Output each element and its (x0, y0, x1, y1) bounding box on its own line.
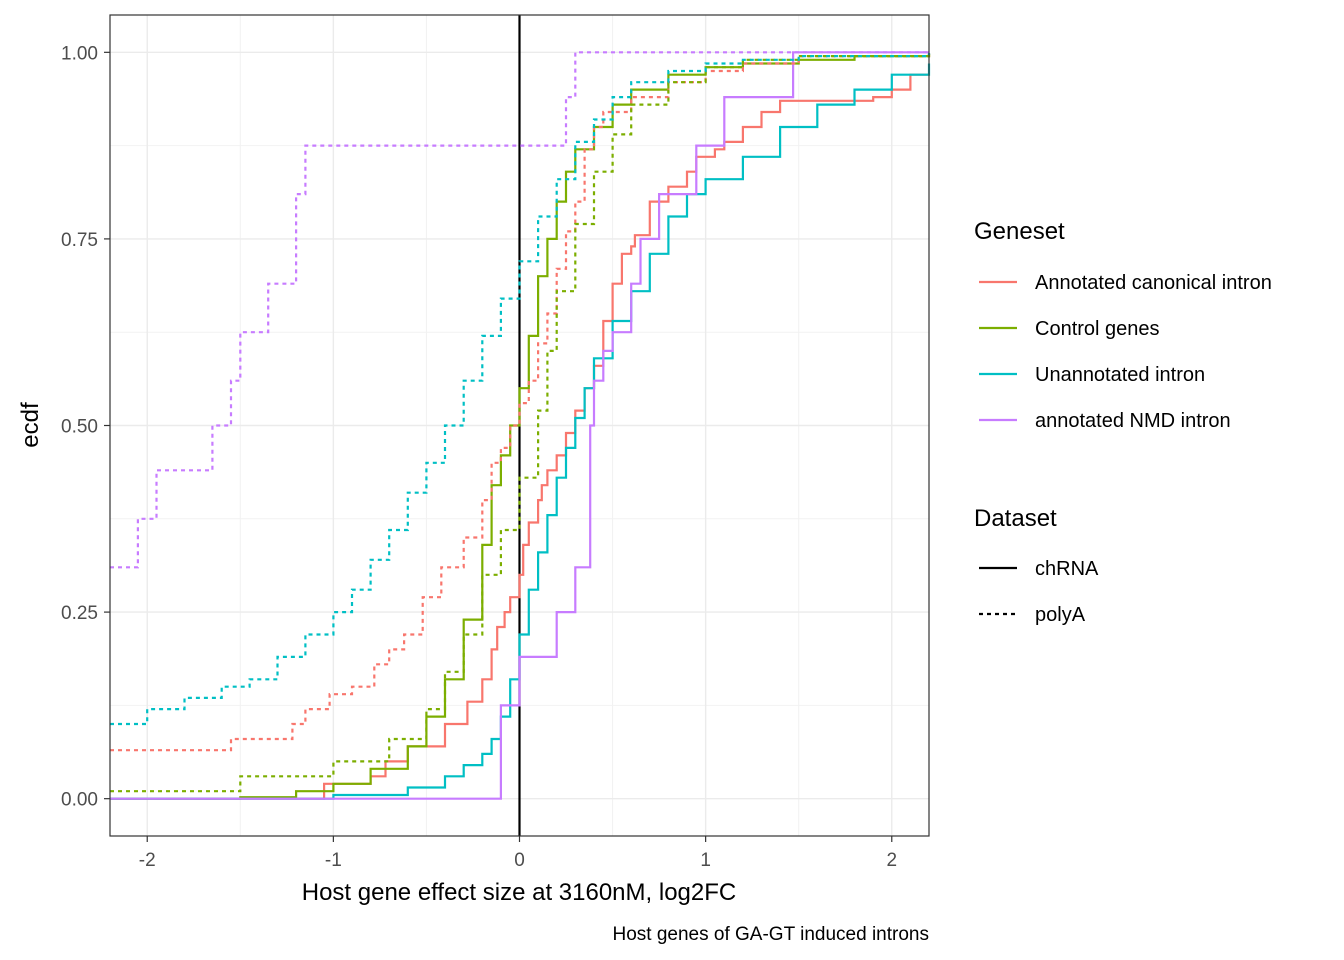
legend-dataset-items: chRNA polyA (979, 558, 1099, 626)
legend-label-geneset: Unannotated intron (1035, 364, 1205, 386)
legend-label-geneset: Control genes (1035, 318, 1160, 340)
y-tick-label: 0.75 (61, 230, 98, 251)
x-tick-label: 0 (514, 850, 525, 871)
legend-label-dataset: chRNA (1035, 558, 1099, 580)
series-line-unannotated-intron-chrna (110, 63, 931, 800)
legend-geneset-items: Annotated canonical intron Control genes U… (979, 272, 1272, 432)
y-tick-label: 0.50 (61, 417, 98, 438)
y-axis-ticks: 0.00 0.25 0.50 0.75 1.00 (61, 43, 110, 811)
series-line-control-genes-polya (110, 53, 931, 793)
y-tick-label: 1.00 (61, 43, 98, 64)
series-lines (110, 51, 931, 800)
x-tick-label: 1 (700, 850, 711, 871)
x-axis-ticks: -2 -1 0 1 2 (139, 836, 897, 871)
legend-label-geneset: annotated NMD intron (1035, 410, 1231, 432)
x-axis-title: Host gene effect size at 3160nM, log2FC (302, 879, 736, 906)
legend-title-dataset: Dataset (974, 505, 1057, 532)
series-line-annotated-canonical-intron-polya (110, 52, 931, 752)
chart-caption: Host genes of GA-GT induced introns (613, 924, 929, 945)
series-line-control-genes-chrna (110, 53, 931, 800)
x-tick-label: -2 (139, 850, 156, 871)
y-tick-label: 0.00 (61, 790, 98, 811)
y-tick-label: 0.25 (61, 603, 98, 624)
legend-title-geneset: Geneset (974, 218, 1065, 245)
legend-label-geneset: Annotated canonical intron (1035, 272, 1272, 294)
y-axis-title: ecdf (17, 402, 44, 448)
x-tick-label: 2 (886, 850, 897, 871)
x-tick-label: -1 (325, 850, 342, 871)
series-line-unannotated-intron-polya (110, 53, 931, 726)
legend-label-dataset: polyA (1035, 604, 1086, 626)
legend: Geneset Annotated canonical intron Contro… (974, 218, 1272, 626)
series-line-annotated-nmd-intron-chrna (110, 51, 929, 800)
